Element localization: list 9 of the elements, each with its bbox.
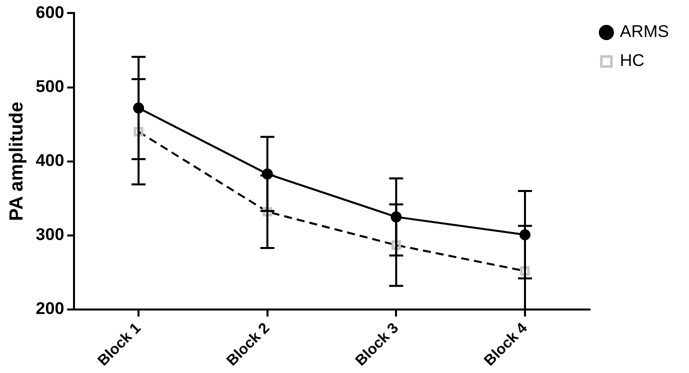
y-axis-title: PA amplitude	[6, 102, 28, 222]
legend-label: ARMS	[620, 22, 670, 42]
point	[520, 266, 530, 276]
y-tick-label: 300	[36, 225, 64, 244]
y-tick-label: 600	[36, 2, 64, 22]
y-tick-label: 500	[36, 76, 64, 96]
y-tick-label: 200	[36, 299, 64, 318]
y-tick-label: 400	[36, 151, 64, 170]
legend-label: HC	[620, 51, 644, 70]
